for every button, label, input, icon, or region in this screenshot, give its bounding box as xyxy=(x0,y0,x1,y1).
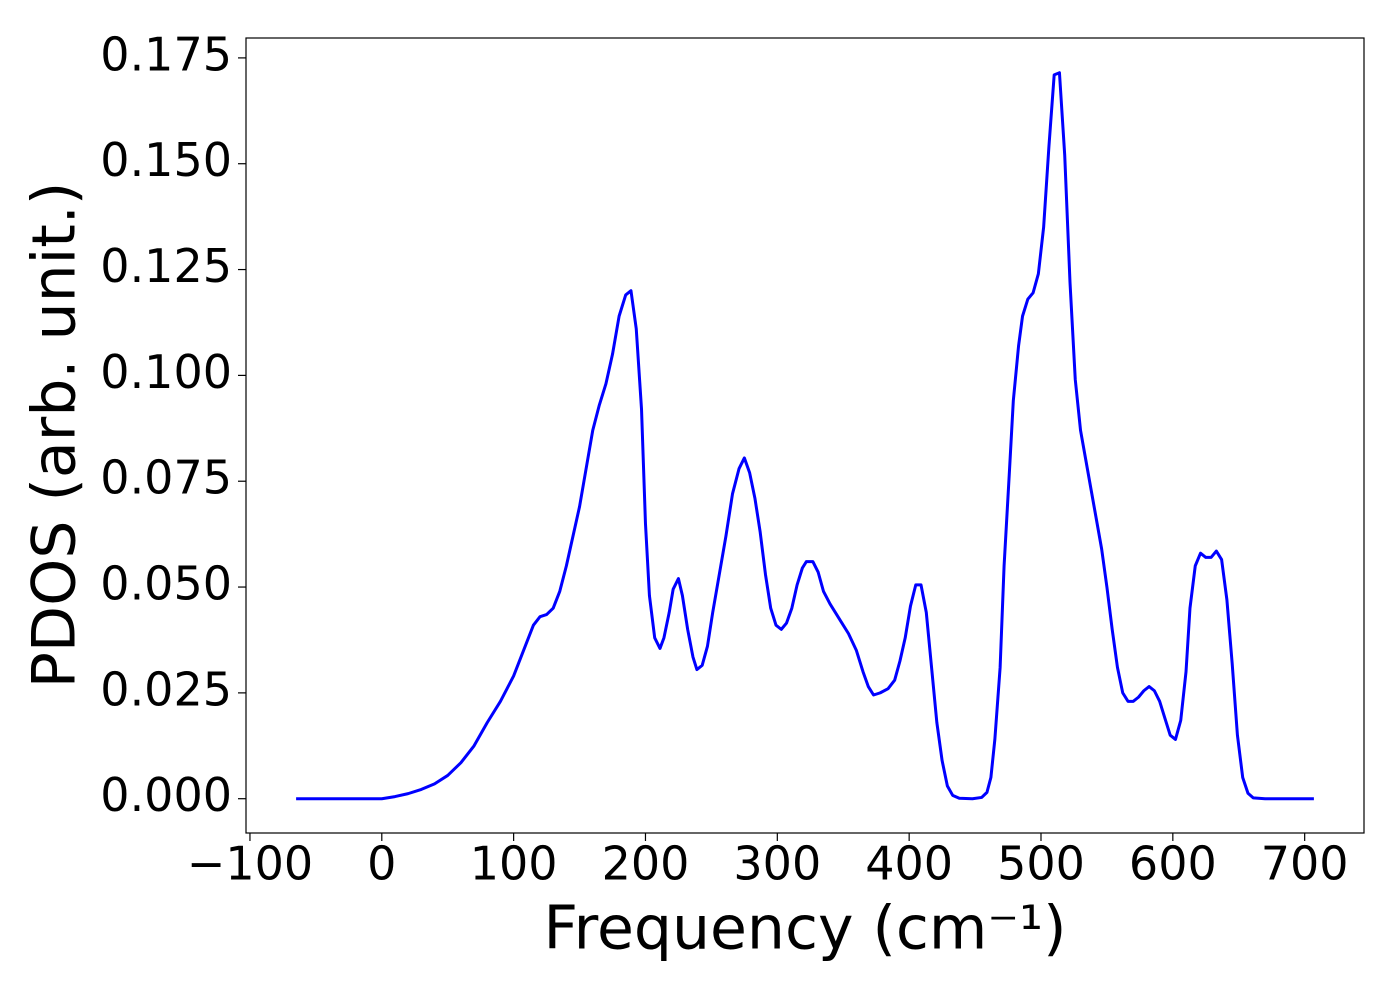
x-tick-label: 100 xyxy=(470,837,558,891)
y-tick-label: 0.075 xyxy=(100,451,232,505)
y-axis-label: PDOS (arb. unit.) xyxy=(20,182,90,689)
y-tick-label: 0.100 xyxy=(100,345,232,399)
y-tick-label: 0.050 xyxy=(100,557,232,611)
y-tick-label: 0.025 xyxy=(100,662,232,716)
plot-frame xyxy=(245,37,1365,834)
x-tick-label: 300 xyxy=(733,837,821,891)
x-tick-label: 500 xyxy=(997,837,1085,891)
x-tick-label: 200 xyxy=(602,837,690,891)
x-tick-label: 400 xyxy=(865,837,953,891)
x-tick-label: 700 xyxy=(1261,837,1349,891)
data-line xyxy=(296,71,1314,801)
y-tick-label: 0.150 xyxy=(100,133,232,187)
x-axis-label: Frequency (cm⁻¹) xyxy=(543,894,1066,964)
x-tick-label: 0 xyxy=(367,837,396,891)
x-tick-label: 600 xyxy=(1129,837,1217,891)
x-tick-label: −100 xyxy=(187,837,313,891)
y-tick-label: 0.175 xyxy=(100,27,232,81)
y-tick-label: 0.125 xyxy=(100,239,232,293)
y-tick-label: 0.000 xyxy=(100,768,232,822)
